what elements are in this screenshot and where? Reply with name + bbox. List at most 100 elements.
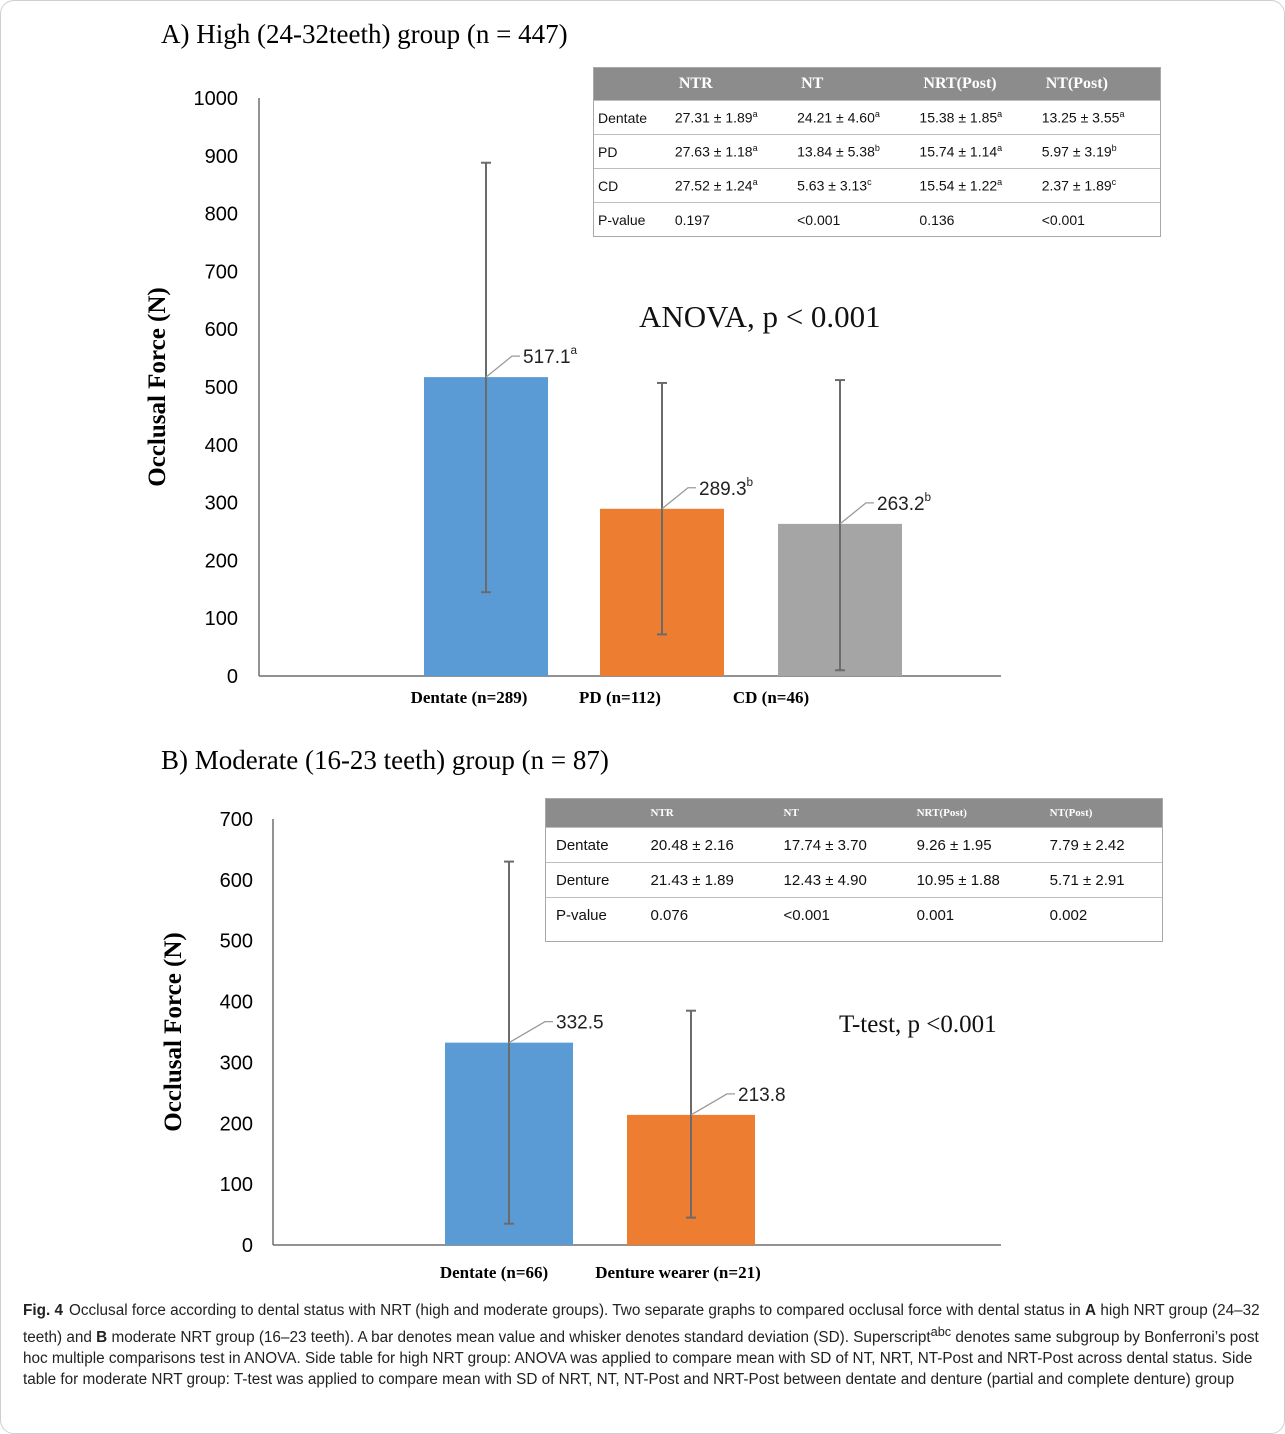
chart-b-category-label: Denture wearer (n=21) <box>595 1263 760 1282</box>
table-a-cell: 15.54 ± 1.22a <box>915 168 1038 203</box>
table-a-cell: 5.97 ± 3.19b <box>1037 134 1160 169</box>
table-a-grid: NTR NT NRT(Post) NT(Post) Dentate 27.31 ± 1.8… <box>594 68 1160 236</box>
chart-b-data-label: 332.5 <box>556 1013 604 1034</box>
table-a-row: PD 27.63 ± 1.18a 13.84 ± 5.38b 15.74 ± 1.14… <box>594 134 1160 169</box>
table-b-cell: 0.076 <box>640 897 774 932</box>
table-a-cell: 13.25 ± 3.55a <box>1037 100 1160 135</box>
chart-b-y-tick-label: 300 <box>220 1052 253 1074</box>
chart-a-data-label: 289.3b <box>699 476 754 500</box>
chart-a-y-tick-label: 600 <box>205 319 238 341</box>
table-a-cell: 27.63 ± 1.18a <box>670 134 794 169</box>
chart-b-y-tick-label: 500 <box>220 931 253 953</box>
table-b-cell: 20.48 ± 2.16 <box>640 827 774 863</box>
table-b: NTR NT NRT(Post) NT(Post) Dentate 20.48 ± 2.1… <box>545 798 1163 942</box>
table-a-cell: <0.001 <box>793 202 916 236</box>
chart-a-data-label: 263.2b <box>877 491 932 515</box>
chart-b-y-axis-label: Occlusal Force (N) <box>160 932 187 1131</box>
caption-text: A <box>1085 1302 1097 1319</box>
chart-a-category-label: CD (n=46) <box>733 688 809 707</box>
table-b-row-label: Denture <box>546 862 641 898</box>
chart-b-y-tick-label: 200 <box>220 1113 253 1135</box>
table-a-cell: <0.001 <box>1037 202 1160 236</box>
table-b-row: P-value 0.076 <0.001 0.001 0.002 <box>546 897 1162 932</box>
table-b-header-cell: NRT(Post) <box>906 799 1040 828</box>
chart-b: 0 100 200 300 400 500 600 700 Occlusal Force (N)… <box>160 809 1001 1282</box>
chart-a-label-leader <box>661 487 696 510</box>
table-b-cell: 0.001 <box>906 897 1040 932</box>
chart-a-y-tick-label: 800 <box>205 204 238 226</box>
chart-a-y-tick-label: 900 <box>205 146 238 168</box>
chart-a: 0 100 200 300 400 500 600 700 800 900 1000 Occlusal… <box>144 88 1001 707</box>
table-b-cell: <0.001 <box>773 897 907 932</box>
chart-a-y-tick-label: 0 <box>227 666 238 688</box>
table-a-row-label: Dentate <box>594 100 671 135</box>
table-a-cell: 0.136 <box>915 202 1038 236</box>
chart-a-category-label: Dentate (n=289) <box>411 688 528 707</box>
chart-a-y-tick-label: 300 <box>205 493 238 515</box>
panel-b-title: B) Moderate (16-23 teeth) group (n = 87) <box>161 745 609 775</box>
table-a-cell: 15.38 ± 1.85a <box>915 100 1038 135</box>
chart-b-y-tick-label: 600 <box>220 870 253 892</box>
chart-a-y-tick-label: 1000 <box>194 88 239 110</box>
chart-a-category-label: PD (n=112) <box>579 688 661 707</box>
table-b-cell: 12.43 ± 4.90 <box>773 862 907 898</box>
table-b-header-cell: NTR <box>640 799 774 828</box>
caption-text: denotes same subgroup by Bonferroni’s po… <box>23 1329 1259 1389</box>
chart-a-label-leader <box>839 502 874 525</box>
table-a-cell: 13.84 ± 5.38b <box>793 134 916 169</box>
table-a-cell: 27.31 ± 1.89a <box>670 100 794 135</box>
table-b-header-cell: NT(Post) <box>1039 799 1162 828</box>
chart-a-label-leader <box>485 355 520 378</box>
ttest-annotation: T-test, p <0.001 <box>839 1011 997 1038</box>
table-a-cell: 0.197 <box>670 202 794 236</box>
table-b-grid: NTR NT NRT(Post) NT(Post) Dentate 20.48 ± 2.1… <box>546 799 1162 932</box>
chart-b-data-label: 213.8 <box>738 1085 786 1106</box>
chart-a-y-tick-label: 100 <box>205 608 238 630</box>
table-a-cell: 15.74 ± 1.14a <box>915 134 1038 169</box>
caption-text: Occlusal force according to dental statu… <box>68 1302 1086 1319</box>
table-a-row: Dentate 27.31 ± 1.89a 24.21 ± 4.60a 15.38 ±… <box>594 100 1160 135</box>
figure-caption: Fig. 4 Occlusal force according to dental… <box>23 1300 1268 1390</box>
table-a-row-label: P-value <box>594 202 671 236</box>
table-a-header-cell: NT <box>793 68 916 101</box>
table-a-cell: 24.21 ± 4.60a <box>793 100 916 135</box>
panel-a-title: A) High (24-32teeth) group (n = 447) <box>161 19 568 49</box>
table-b-header-row: NTR NT NRT(Post) NT(Post) <box>546 799 1162 828</box>
caption-figure-label: Fig. 4 <box>23 1302 63 1319</box>
chart-a-y-axis-label: Occlusal Force (N) <box>144 287 171 486</box>
table-a-header-cell <box>594 68 671 101</box>
chart-a-y-tick-label: 700 <box>205 261 238 283</box>
table-a-header-cell: NRT(Post) <box>915 68 1038 101</box>
anova-annotation: ANOVA, p < 0.001 <box>639 299 881 334</box>
chart-b-label-leader <box>508 1020 553 1044</box>
table-a-row: P-value 0.197 <0.001 0.136 <0.001 <box>594 202 1160 236</box>
table-b-row: Denture 21.43 ± 1.89 12.43 ± 4.90 10.95 ± 1… <box>546 862 1162 898</box>
table-b-row: Dentate 20.48 ± 2.16 17.74 ± 3.70 9.26 ± 1.… <box>546 827 1162 863</box>
table-b-cell: 0.002 <box>1039 897 1162 932</box>
table-a-header-cell: NTR <box>670 68 794 101</box>
chart-b-category-label: Dentate (n=66) <box>440 1263 548 1282</box>
table-a-cell: 2.37 ± 1.89c <box>1037 168 1160 203</box>
table-b-cell: 21.43 ± 1.89 <box>640 862 774 898</box>
table-b-cell: 9.26 ± 1.95 <box>906 827 1040 863</box>
table-a-cell: 5.63 ± 3.13c <box>793 168 916 203</box>
chart-b-y-tick-label: 0 <box>242 1235 253 1257</box>
table-a-header-row: NTR NT NRT(Post) NT(Post) <box>594 68 1160 101</box>
table-a: NTR NT NRT(Post) NT(Post) Dentate 27.31 ± 1.8… <box>593 67 1161 237</box>
table-b-cell: 5.71 ± 2.91 <box>1039 862 1162 898</box>
table-a-row: CD 27.52 ± 1.24a 5.63 ± 3.13c 15.54 ± 1.22a… <box>594 168 1160 203</box>
chart-a-y-tick-label: 400 <box>205 435 238 457</box>
caption-text: moderate NRT group (16–23 teeth). A bar … <box>107 1329 931 1347</box>
chart-a-data-label: 517.1a <box>523 344 578 368</box>
chart-b-y-tick-label: 400 <box>220 992 253 1014</box>
table-b-cell: 17.74 ± 3.70 <box>773 827 907 863</box>
chart-a-y-tick-label: 200 <box>205 550 238 572</box>
table-b-header-cell: NT <box>773 799 907 828</box>
chart-b-y-tick-label: 100 <box>220 1174 253 1196</box>
table-a-header-cell: NT(Post) <box>1037 68 1160 101</box>
caption-text: abc <box>930 1324 952 1339</box>
table-b-header-cell <box>546 799 641 828</box>
chart-a-y-tick-label: 500 <box>205 377 238 399</box>
table-a-cell: 27.52 ± 1.24a <box>670 168 794 203</box>
